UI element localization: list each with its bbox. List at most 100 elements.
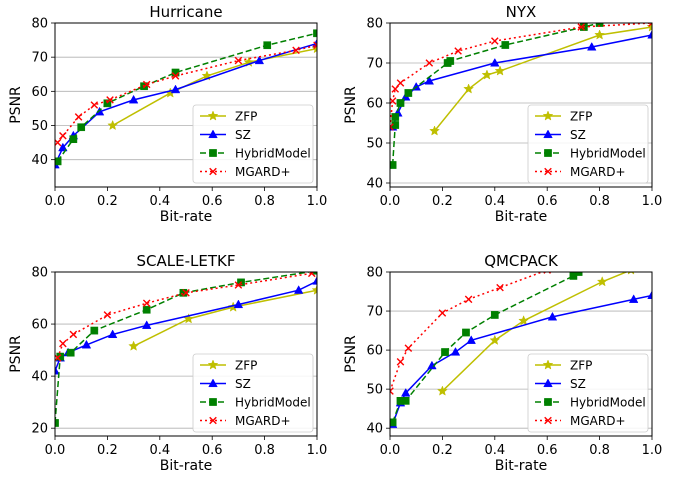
series-line-zfp <box>433 26 652 132</box>
y-tick-label: 40 <box>366 177 383 192</box>
data-point <box>425 59 434 67</box>
data-point <box>128 340 139 351</box>
legend-marker <box>543 378 553 388</box>
legend-marker <box>207 110 219 121</box>
data-point <box>69 330 78 339</box>
legend-label: ZFP <box>570 358 592 372</box>
series-line-hybridmodel <box>391 23 600 166</box>
x-tick-label: 0.2 <box>432 443 453 458</box>
x-tick-label: 0.4 <box>484 443 505 458</box>
x-tick-label: 0.4 <box>484 194 505 209</box>
legend: ZFP SZ HybridModel MGARD+ <box>527 353 649 433</box>
y-tick-label: 60 <box>366 344 383 359</box>
data-point <box>401 397 410 405</box>
y-tick-label: 70 <box>366 305 383 320</box>
data-point <box>182 289 190 297</box>
x-tick-label: 0.2 <box>97 194 118 209</box>
legend-label: SZ <box>570 128 586 142</box>
data-point <box>627 272 635 275</box>
data-point <box>171 72 180 80</box>
data-point <box>390 418 397 427</box>
legend-marker <box>209 149 217 157</box>
legend-marker <box>209 167 217 176</box>
data-point <box>494 65 506 76</box>
y-tick-label: 40 <box>31 153 48 168</box>
data-point <box>59 131 67 140</box>
data-point <box>142 80 151 89</box>
x-tick-label: 0.8 <box>254 194 275 209</box>
y-axis-label: PSNR <box>343 335 359 373</box>
legend-marker <box>542 110 554 121</box>
x-tick-label: 0.2 <box>432 194 453 209</box>
legend-label: ZFP <box>570 109 592 123</box>
data-point <box>437 385 448 396</box>
chart-panel-1: NYX 40 50 60 70 80 0.0 0.2 0.4 0.6 0.8 1.0 Bit-rate P… <box>343 3 662 225</box>
legend-label: MGARD+ <box>570 414 626 428</box>
data-point <box>55 157 62 166</box>
data-point <box>142 305 151 314</box>
data-point <box>390 123 394 131</box>
legend-marker <box>542 359 554 370</box>
legend-marker <box>544 167 552 176</box>
chart-title: SCALE-LETKF <box>137 252 236 270</box>
data-point <box>311 284 317 295</box>
legend-label: ZFP <box>235 358 257 372</box>
data-point <box>69 135 78 144</box>
legend-marker <box>209 416 217 425</box>
x-tick-label: 0.0 <box>45 194 66 209</box>
legend-marker <box>543 129 553 139</box>
y-axis-label: PSNR <box>8 335 24 373</box>
x-tick-label: 0.6 <box>537 443 558 458</box>
series-line-zfp <box>133 289 317 347</box>
y-axis-label: PSNR <box>343 86 359 124</box>
data-point <box>454 47 462 55</box>
x-tick-label: 0.0 <box>380 194 401 209</box>
x-tick-label: 0.6 <box>537 194 558 209</box>
x-tick-label: 0.0 <box>380 443 401 458</box>
x-tick-label: 0.6 <box>202 194 223 209</box>
data-point <box>106 96 114 104</box>
series-line-sz <box>55 42 317 166</box>
legend-marker <box>544 149 552 157</box>
y-tick-label: 80 <box>31 266 48 281</box>
data-point <box>66 348 75 357</box>
x-tick-label: 1.0 <box>307 443 328 458</box>
legend-label: HybridModel <box>235 395 311 409</box>
data-point <box>233 299 244 309</box>
chart-title: NYX <box>506 3 537 21</box>
legend-box <box>527 353 649 433</box>
x-tick-label: 0.8 <box>254 443 275 458</box>
data-point <box>491 37 499 45</box>
x-axis-label: Bit-rate <box>160 458 212 474</box>
series-line-mgard- <box>56 272 312 359</box>
data-point <box>396 79 405 87</box>
y-tick-label: 60 <box>366 97 383 112</box>
x-tick-label: 0.8 <box>589 194 610 209</box>
y-tick-label: 80 <box>366 266 383 281</box>
axes-frame <box>54 22 318 188</box>
data-point <box>429 125 440 136</box>
data-point <box>404 89 413 97</box>
data-point <box>77 123 86 132</box>
data-point <box>518 315 530 326</box>
data-point <box>391 113 400 121</box>
data-point <box>462 328 470 337</box>
data-point <box>81 339 92 349</box>
data-point <box>404 344 413 352</box>
y-tick-label: 80 <box>366 17 383 32</box>
data-point <box>142 299 151 308</box>
data-point <box>587 41 597 51</box>
data-point <box>263 41 272 50</box>
data-point <box>59 339 67 348</box>
legend: ZFP SZ HybridModel MGARD+ <box>192 353 314 433</box>
data-point <box>390 387 394 395</box>
legend-box <box>527 104 649 184</box>
data-point <box>547 311 558 321</box>
y-tick-label: 70 <box>31 51 48 66</box>
data-point <box>170 84 181 94</box>
data-point <box>141 320 152 329</box>
legend: ZFP SZ HybridModel MGARD+ <box>527 104 649 184</box>
y-tick-label: 50 <box>31 119 48 134</box>
data-point <box>103 311 112 319</box>
